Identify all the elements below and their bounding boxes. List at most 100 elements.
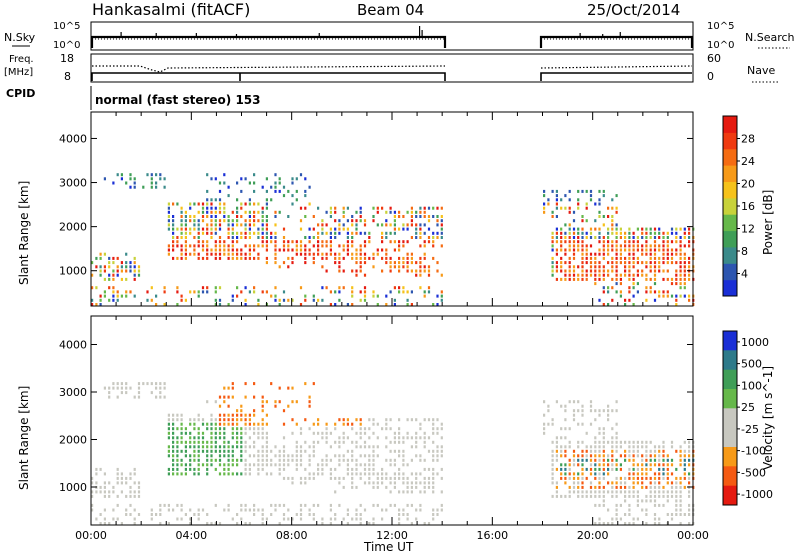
power-cell [236, 223, 239, 227]
velocity-cell [568, 458, 571, 462]
power-cell [658, 265, 661, 269]
velocity-cell [653, 476, 657, 480]
power-cell [632, 294, 635, 298]
velocity-cell [419, 422, 422, 426]
velocity-cell [355, 458, 358, 462]
velocity-cell [321, 472, 324, 476]
velocity-cell [376, 454, 379, 458]
power-cell [295, 252, 298, 256]
velocity-cell [598, 409, 601, 413]
velocity-cell [137, 481, 141, 485]
velocity-cell [389, 503, 392, 507]
power-cell [304, 194, 307, 198]
power-cell [142, 185, 145, 189]
velocity-cell [223, 386, 226, 390]
power-cell [227, 256, 230, 260]
velocity-cell [304, 382, 307, 386]
power-cell [112, 256, 115, 260]
velocity-cell [338, 458, 341, 462]
velocity-cell [189, 422, 192, 426]
power-cell [261, 227, 264, 231]
power-cell [598, 202, 601, 206]
power-cell [602, 290, 605, 294]
power-cell [615, 210, 618, 214]
power-cell [402, 261, 405, 265]
velocity-cell [645, 472, 648, 476]
velocity-cell [265, 422, 268, 426]
power-cell [321, 256, 324, 260]
power-cell [589, 261, 593, 265]
power-cell [172, 236, 175, 239]
power-cell [419, 256, 422, 260]
power-cell [291, 194, 294, 198]
power-cell [568, 248, 571, 252]
velocity-cell [265, 463, 268, 467]
power-cell [632, 265, 635, 269]
velocity-cell [415, 431, 418, 435]
power-cell [261, 210, 264, 214]
velocity-cell [265, 400, 268, 404]
velocity-cell [150, 517, 153, 521]
velocity-cell [227, 413, 230, 417]
velocity-cell [240, 517, 243, 521]
power-cell [223, 210, 226, 214]
velocity-cell [351, 454, 354, 458]
velocity-cell [641, 454, 644, 458]
power-cell [372, 294, 375, 298]
velocity-cell [325, 422, 328, 426]
power-cell [594, 273, 597, 277]
velocity-cell [577, 494, 580, 498]
velocity-cell [628, 458, 631, 462]
velocity-cell [440, 490, 443, 494]
power-cell [560, 244, 563, 248]
power-cell [389, 290, 392, 294]
velocity-cell [223, 418, 226, 422]
power-cell [662, 240, 665, 244]
velocity-cell [632, 454, 635, 458]
power-cell [589, 244, 593, 248]
power-cell [683, 294, 686, 298]
velocity-cell [236, 445, 239, 449]
power-cell [381, 223, 384, 227]
power-cell [585, 248, 588, 252]
velocity-cell [581, 413, 584, 417]
power-cell [427, 215, 431, 218]
velocity-cell [624, 449, 627, 453]
power-cell [359, 219, 362, 223]
velocity-cell [645, 508, 648, 512]
power-cell [218, 286, 222, 290]
velocity-cell [658, 476, 661, 480]
power-cell [645, 265, 648, 269]
power-cell [551, 244, 554, 248]
power-cell [560, 231, 563, 235]
velocity-cell [368, 436, 371, 440]
power-cell [218, 248, 222, 252]
velocity-cell [167, 449, 170, 453]
velocity-cell [572, 400, 576, 404]
velocity-cell [299, 508, 303, 512]
velocity-cell [355, 485, 358, 489]
velocity-cell [653, 481, 657, 485]
velocity-cell [649, 449, 652, 453]
velocity-cell [589, 458, 593, 462]
velocity-cell [103, 517, 106, 521]
power-cell [210, 198, 213, 202]
power-cell [351, 219, 354, 223]
power-cell [265, 227, 268, 231]
velocity-cell [261, 404, 264, 408]
power-cell [261, 223, 264, 227]
velocity-cell [679, 463, 682, 467]
velocity-cell [602, 463, 605, 467]
velocity-cell [236, 472, 239, 476]
velocity-cell [666, 458, 669, 462]
power-cell [334, 206, 337, 210]
power-cell [172, 202, 175, 206]
power-cell [568, 198, 571, 202]
power-cell [240, 248, 243, 252]
power-cell [240, 202, 243, 206]
velocity-cell [206, 440, 209, 444]
power-cell [675, 231, 678, 235]
power-cell [543, 210, 546, 214]
power-cell [594, 236, 597, 239]
velocity-cell [253, 454, 256, 458]
